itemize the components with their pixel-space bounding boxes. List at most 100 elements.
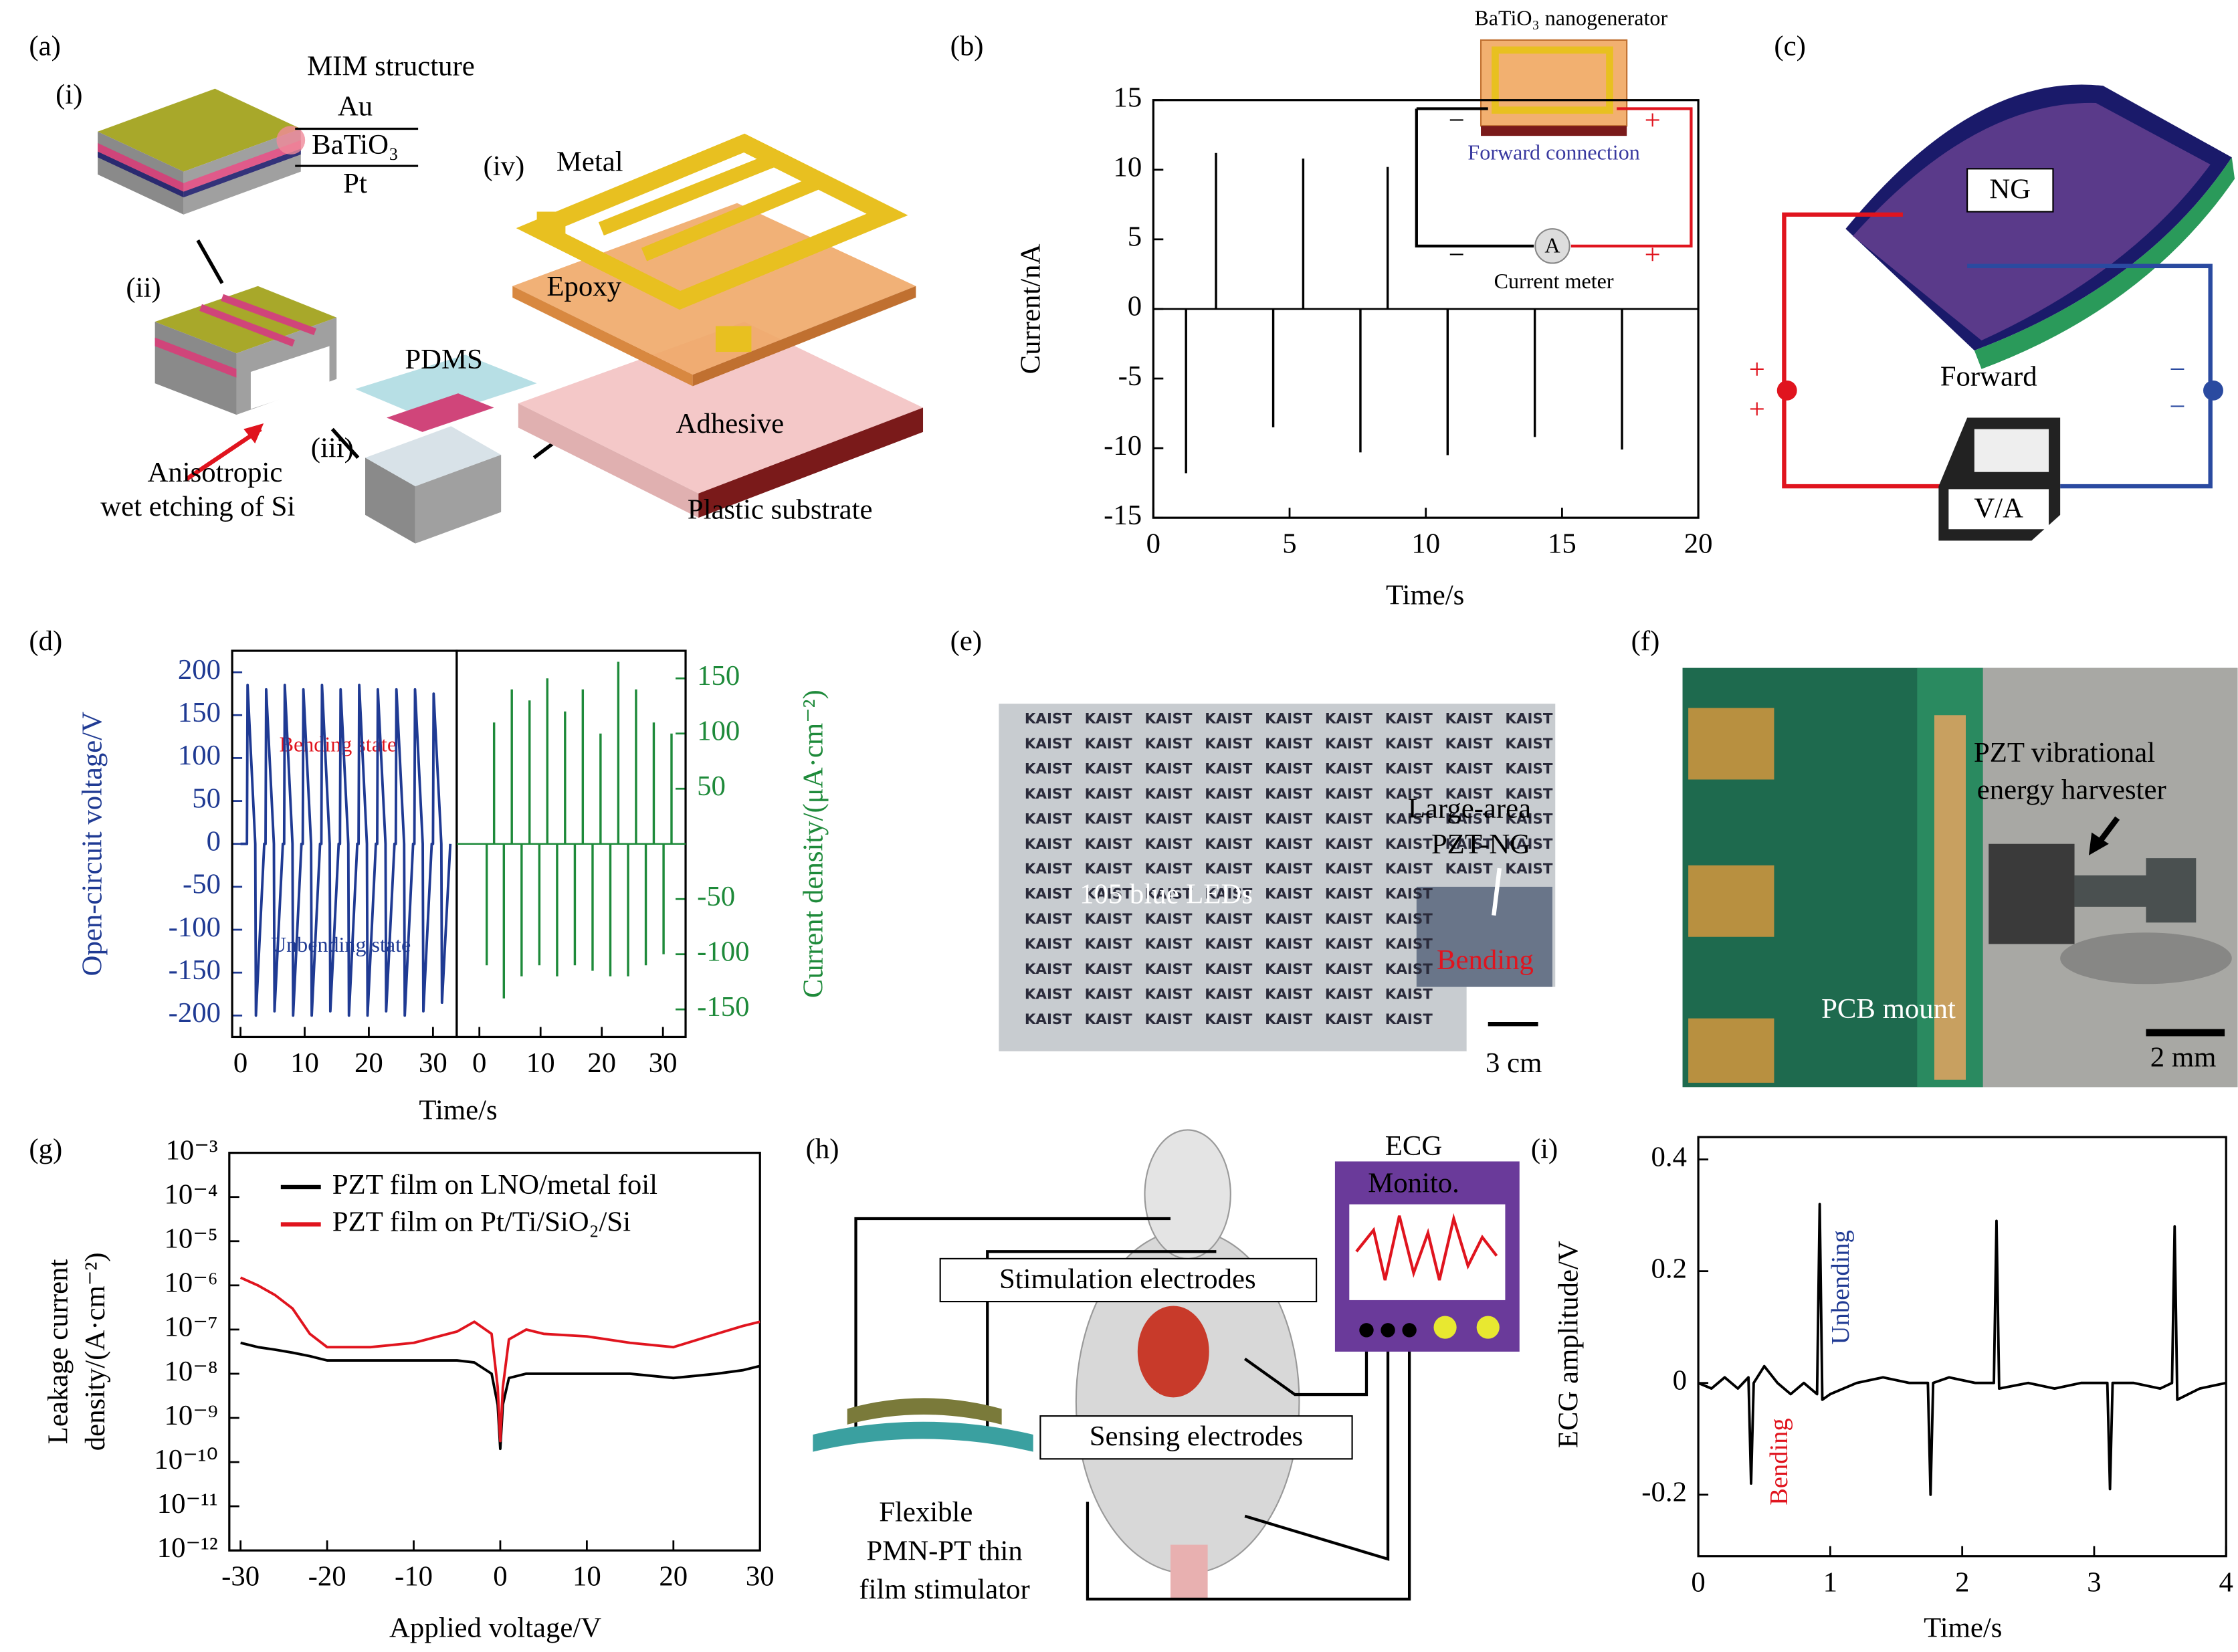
y-tick-label: 50 — [192, 783, 221, 814]
illustration-shape — [512, 286, 693, 387]
y-tick-label: 15 — [1113, 82, 1142, 114]
photo-text: KAIST — [1025, 961, 1072, 978]
y-tick-label: 10⁻¹² — [157, 1532, 218, 1564]
y-tick-label: -0.2 — [1641, 1477, 1687, 1508]
illustration-shape — [183, 148, 301, 198]
y-tick-label: -200 — [169, 997, 221, 1029]
illustration-shape — [155, 322, 237, 415]
photo-text: KAIST — [1205, 861, 1252, 877]
y-tick-label: 0 — [1128, 291, 1142, 322]
x-tick-label: 2 — [1955, 1566, 1969, 1598]
y-tick-label: -150 — [169, 954, 221, 986]
illustration-shape — [155, 286, 337, 354]
x-tick-label: -20 — [308, 1561, 346, 1592]
photo-text: KAIST — [1205, 911, 1252, 928]
x-tick-label: 0 — [472, 1047, 486, 1079]
x-tick-label: 30 — [419, 1047, 447, 1079]
photo-text: KAIST — [1325, 811, 1372, 827]
illustration-shape — [518, 403, 699, 518]
illustration-shape — [1492, 46, 1613, 114]
sign: − — [1449, 239, 1465, 271]
y-tick-label: 150 — [697, 660, 740, 692]
photo-text: KAIST — [1205, 786, 1252, 803]
photo-text: KAIST — [1445, 861, 1493, 877]
photo-text: KAIST — [1144, 811, 1192, 827]
illustration-shape — [221, 294, 316, 336]
annotation: PDMS — [405, 344, 482, 375]
legend-label: PZT film on Pt/Ti/SiO₂/Si — [332, 1206, 631, 1237]
photo-text: KAIST — [1505, 786, 1552, 803]
panel-label: (b) — [950, 31, 984, 62]
y-axis-label: density/(A·cm⁻²) — [80, 1253, 111, 1451]
x-axis-label: Time/s — [1386, 580, 1464, 611]
panel-label: (a) — [29, 31, 60, 62]
illustration-shape — [365, 426, 502, 487]
photo-text: KAIST — [1265, 1011, 1312, 1028]
illustration-shape — [155, 337, 237, 378]
photo-text: KAIST — [1385, 861, 1433, 877]
y-tick-label: -10 — [1104, 430, 1142, 461]
y-axis-label: Current density/(μA·cm⁻²) — [797, 690, 829, 998]
ammeter-label: A — [1544, 233, 1560, 257]
photo-text: KAIST — [1385, 886, 1433, 903]
panel-label: (g) — [29, 1133, 62, 1164]
illustration-shape — [1243, 1330, 1368, 1397]
y-tick-label: 100 — [697, 716, 740, 747]
panel-labels: (a) (b) (c) (d) (e) (f) (g) (h) (i) — [29, 31, 1805, 1165]
plot-area — [1153, 152, 1699, 474]
annotation: PCB mount — [1821, 993, 1956, 1025]
annotation: PZT vibrational — [1974, 737, 2155, 768]
annotation: Bending — [1765, 1418, 1793, 1505]
y-axis-label: Current/nA — [1015, 243, 1047, 374]
y-tick-label: -15 — [1104, 500, 1142, 531]
y-tick-label: 5 — [1128, 221, 1142, 253]
panel-label: (c) — [1774, 31, 1805, 62]
annotation: 2 mm — [2150, 1041, 2217, 1073]
y-tick-label: 0.2 — [1651, 1253, 1687, 1284]
illustration-shape — [854, 1217, 1171, 1431]
photo-text: KAIST — [1144, 786, 1192, 803]
x-tick-label: 30 — [649, 1047, 678, 1079]
illustration-shape — [243, 423, 264, 443]
annotation: energy harvester — [1977, 775, 2166, 806]
x-tick-label: 0 — [1146, 528, 1160, 560]
illustration-shape — [98, 88, 301, 172]
y-tick-label: 10⁻¹⁰ — [154, 1444, 217, 1475]
illustration-shape — [250, 346, 330, 409]
panel-label: (h) — [806, 1133, 839, 1164]
illustration-shape — [516, 133, 908, 310]
photo-text: KAIST — [1325, 836, 1372, 853]
sign: − — [2169, 391, 2185, 422]
photo-text: KAIST — [1025, 736, 1072, 752]
annotation: ECG — [1385, 1130, 1443, 1162]
photo-text: KAIST — [1445, 786, 1493, 803]
photo-text: KAIST — [1025, 936, 1072, 952]
illustration-shape — [415, 455, 502, 544]
y-tick-label: 100 — [178, 740, 221, 771]
illustration-shape — [1948, 489, 2049, 530]
y-tick-label: 150 — [178, 697, 221, 728]
x-tick-label: 1 — [1823, 1566, 1837, 1598]
x-axis-label: Time/s — [1924, 1613, 2002, 1644]
photo-text: KAIST — [1205, 736, 1252, 752]
photo-text: KAIST — [1085, 886, 1132, 903]
photo-text: KAIST — [1025, 886, 1072, 903]
illustration-shape — [1570, 107, 1693, 247]
photo-text: KAIST — [1265, 886, 1312, 903]
illustration-shape — [1381, 1323, 1395, 1338]
photo-text: KAIST — [1144, 911, 1192, 928]
photo-text: KAIST — [1205, 711, 1252, 728]
photo-text: KAIST — [1265, 761, 1312, 778]
photo-text: KAIST — [1085, 811, 1132, 827]
photo-text: KAIST — [1265, 786, 1312, 803]
photo-text: KAIST — [1025, 836, 1072, 853]
illustration-shape — [999, 704, 1556, 1051]
photo-text: KAIST — [1445, 836, 1493, 853]
annotation: Monito. — [1368, 1168, 1459, 1199]
photo-text: KAIST — [1144, 836, 1192, 853]
annotation: wet etching of Si — [100, 491, 295, 522]
photo-text: KAIST — [1325, 961, 1372, 978]
annotation: Pt — [343, 168, 367, 199]
photo-text: KAIST — [1385, 761, 1433, 778]
photo-text: KAIST — [1085, 786, 1132, 803]
